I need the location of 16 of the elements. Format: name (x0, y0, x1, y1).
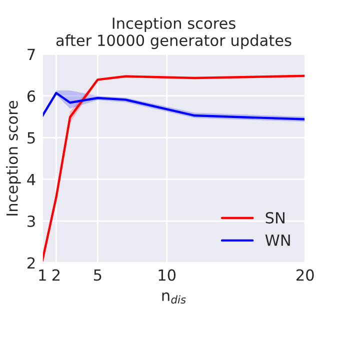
y-tick-label: 5 (28, 132, 35, 144)
legend-label: SN (266, 212, 284, 224)
x-tick-label: 5 (94, 269, 102, 281)
y-tick-label: 3 (28, 215, 35, 228)
x-tick-label: 2 (52, 269, 60, 281)
x-axis-title: n$_{dis}$ (162, 292, 186, 304)
y-axis-title: Inception score (6, 100, 21, 216)
chart-title: Inception scores after 10000 generator updates (56, 17, 292, 50)
y-tick-label: 7 (28, 48, 35, 60)
y-tick-label: 4 (27, 174, 36, 186)
y-tick-label: 6 (27, 90, 36, 102)
legend-label: WN (265, 234, 290, 246)
x-tick-label: 20 (296, 269, 314, 281)
y-tick-label: 2 (28, 257, 35, 269)
x-tick-label: 1 (39, 269, 46, 281)
x-tick-label: 10 (158, 269, 176, 281)
